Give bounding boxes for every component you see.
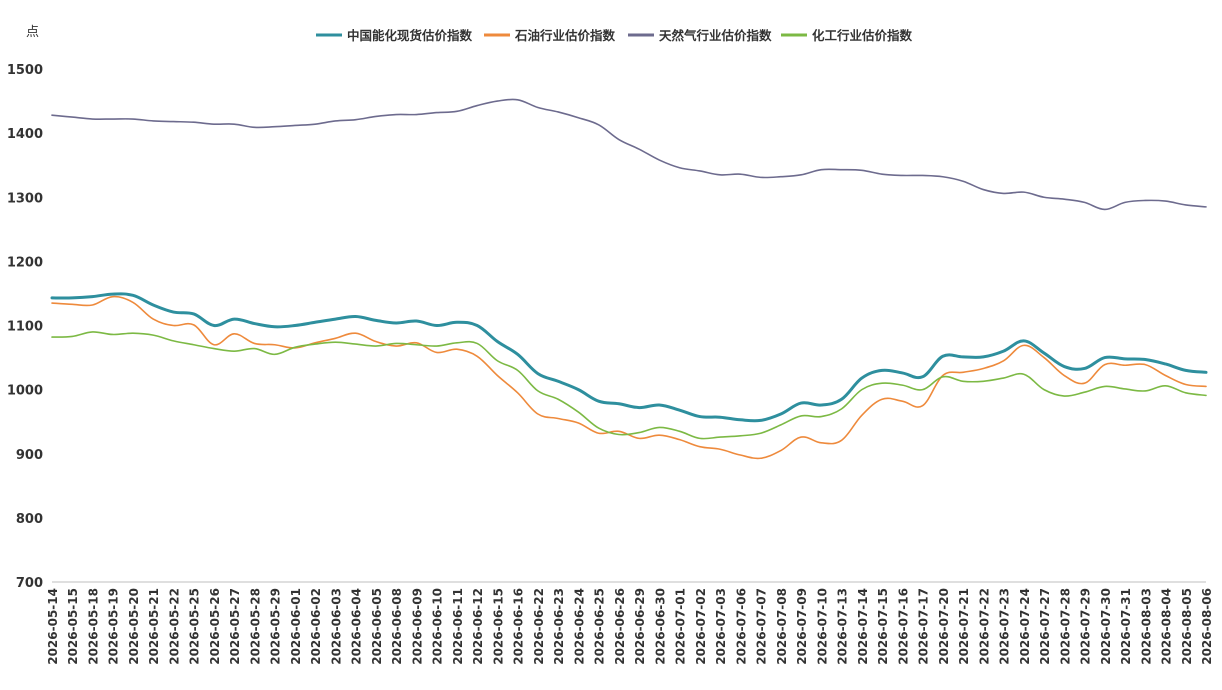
- x-tick-label: 2026-07-24: [1018, 588, 1032, 665]
- y-tick-label: 900: [16, 448, 43, 463]
- x-tick-label: 2026-07-01: [674, 588, 688, 665]
- legend: 中国能化现货估价指数 石油行业估价指数 天然气行业估价指数 化工行业估价指数: [316, 28, 913, 43]
- x-tick-label: 2026-05-14: [46, 588, 60, 665]
- x-tick-label: 2026-06-26: [613, 588, 627, 665]
- x-tick-label: 2026-07-20: [937, 588, 951, 665]
- series-line-1: [50, 292, 1208, 423]
- x-tick-label: 2026-06-10: [431, 588, 445, 665]
- x-tick-label: 2026-05-26: [208, 588, 222, 665]
- x-tick-label: 2026-06-02: [309, 588, 323, 665]
- x-tick-label: 2026-06-30: [653, 588, 667, 665]
- x-tick-label: 2026-06-08: [390, 588, 404, 665]
- x-tick-label: 2026-05-21: [147, 588, 161, 665]
- x-tick-label: 2026-06-04: [350, 588, 364, 665]
- series-lines: [50, 98, 1208, 460]
- x-tick-label: 2026-07-14: [856, 588, 870, 665]
- x-tick-label: 2026-08-03: [1139, 588, 1153, 665]
- y-axis-tick-labels: 700 800 900 1000 1100 1200 1300 1400 1500: [7, 63, 43, 591]
- y-tick-label: 800: [16, 512, 43, 527]
- x-tick-label: 2026-06-15: [491, 588, 505, 665]
- x-tick-label: 2026-05-15: [66, 588, 80, 665]
- x-tick-label: 2026-07-27: [1038, 588, 1052, 665]
- legend-label: 中国能化现货估价指数: [347, 28, 473, 43]
- x-tick-label: 2026-07-23: [998, 588, 1012, 665]
- x-tick-label: 2026-07-30: [1099, 588, 1113, 665]
- x-tick-label: 2026-07-21: [957, 588, 971, 665]
- legend-label: 化工行业估价指数: [812, 28, 913, 43]
- x-tick-label: 2026-05-20: [127, 588, 141, 665]
- x-tick-label: 2026-07-02: [694, 588, 708, 665]
- x-tick-label: 2026-06-01: [289, 588, 303, 665]
- x-tick-label: 2026-06-24: [572, 588, 586, 665]
- x-tick-label: 2026-05-27: [228, 588, 242, 665]
- x-tick-label: 2026-08-05: [1180, 588, 1194, 665]
- y-tick-label: 1300: [7, 191, 43, 206]
- series-line-3: [51, 98, 1207, 211]
- x-tick-label: 2026-06-12: [471, 588, 485, 665]
- x-tick-label: 2026-07-08: [775, 588, 789, 665]
- y-tick-label: 1000: [7, 384, 43, 399]
- x-tick-label: 2026-06-09: [410, 588, 424, 665]
- x-tick-label: 2026-06-29: [633, 588, 647, 665]
- y-tick-label: 1400: [7, 127, 43, 142]
- x-tick-label: 2026-07-29: [1079, 588, 1093, 665]
- y-tick-label: 1200: [7, 255, 43, 270]
- y-tick-label: 1100: [7, 320, 43, 335]
- x-tick-label: 2026-07-31: [1119, 588, 1133, 665]
- x-tick-label: 2026-07-15: [876, 588, 890, 665]
- x-tick-label: 2026-07-10: [815, 588, 829, 665]
- x-tick-label: 2026-07-16: [896, 588, 910, 665]
- x-tick-label: 2026-05-28: [248, 588, 262, 665]
- x-tick-label: 2026-06-05: [370, 588, 384, 665]
- legend-label: 天然气行业估价指数: [659, 28, 772, 43]
- x-tick-label: 2026-08-06: [1200, 588, 1214, 665]
- x-tick-label: 2026-06-11: [451, 588, 465, 665]
- x-tick-label: 2026-08-04: [1160, 588, 1174, 665]
- x-axis-tick-labels: 2026-05-14 2026-05-15 2026-05-18 2026-05-19…: [46, 588, 1214, 665]
- x-tick-label: 2026-07-03: [714, 588, 728, 665]
- y-tick-label: 1500: [7, 63, 43, 78]
- x-tick-label: 2026-07-07: [755, 588, 769, 665]
- x-tick-label: 2026-07-17: [917, 588, 931, 665]
- x-tick-label: 2026-05-19: [107, 588, 121, 665]
- legend-label: 石油行业估价指数: [514, 28, 616, 43]
- x-tick-label: 2026-06-03: [329, 588, 343, 665]
- x-tick-label: 2026-07-22: [977, 588, 991, 665]
- x-tick-label: 2026-05-25: [188, 588, 202, 665]
- y-tick-label: 700: [16, 576, 43, 591]
- series-line-4: [51, 331, 1207, 440]
- x-tick-label: 2026-05-18: [86, 588, 100, 665]
- x-tick-label: 2026-05-22: [167, 588, 181, 665]
- x-tick-label: 2026-07-28: [1058, 588, 1072, 665]
- x-tick-label: 2026-07-09: [795, 588, 809, 665]
- x-tick-label: 2026-06-23: [552, 588, 566, 665]
- x-tick-label: 2026-07-13: [836, 588, 850, 665]
- x-tick-label: 2026-07-06: [734, 588, 748, 665]
- x-tick-label: 2026-06-16: [512, 588, 526, 665]
- x-tick-label: 2026-06-25: [593, 588, 607, 665]
- y-axis-unit-label: 点: [26, 25, 39, 40]
- x-tick-label: 2026-06-22: [532, 588, 546, 665]
- x-tick-label: 2026-05-29: [269, 588, 283, 665]
